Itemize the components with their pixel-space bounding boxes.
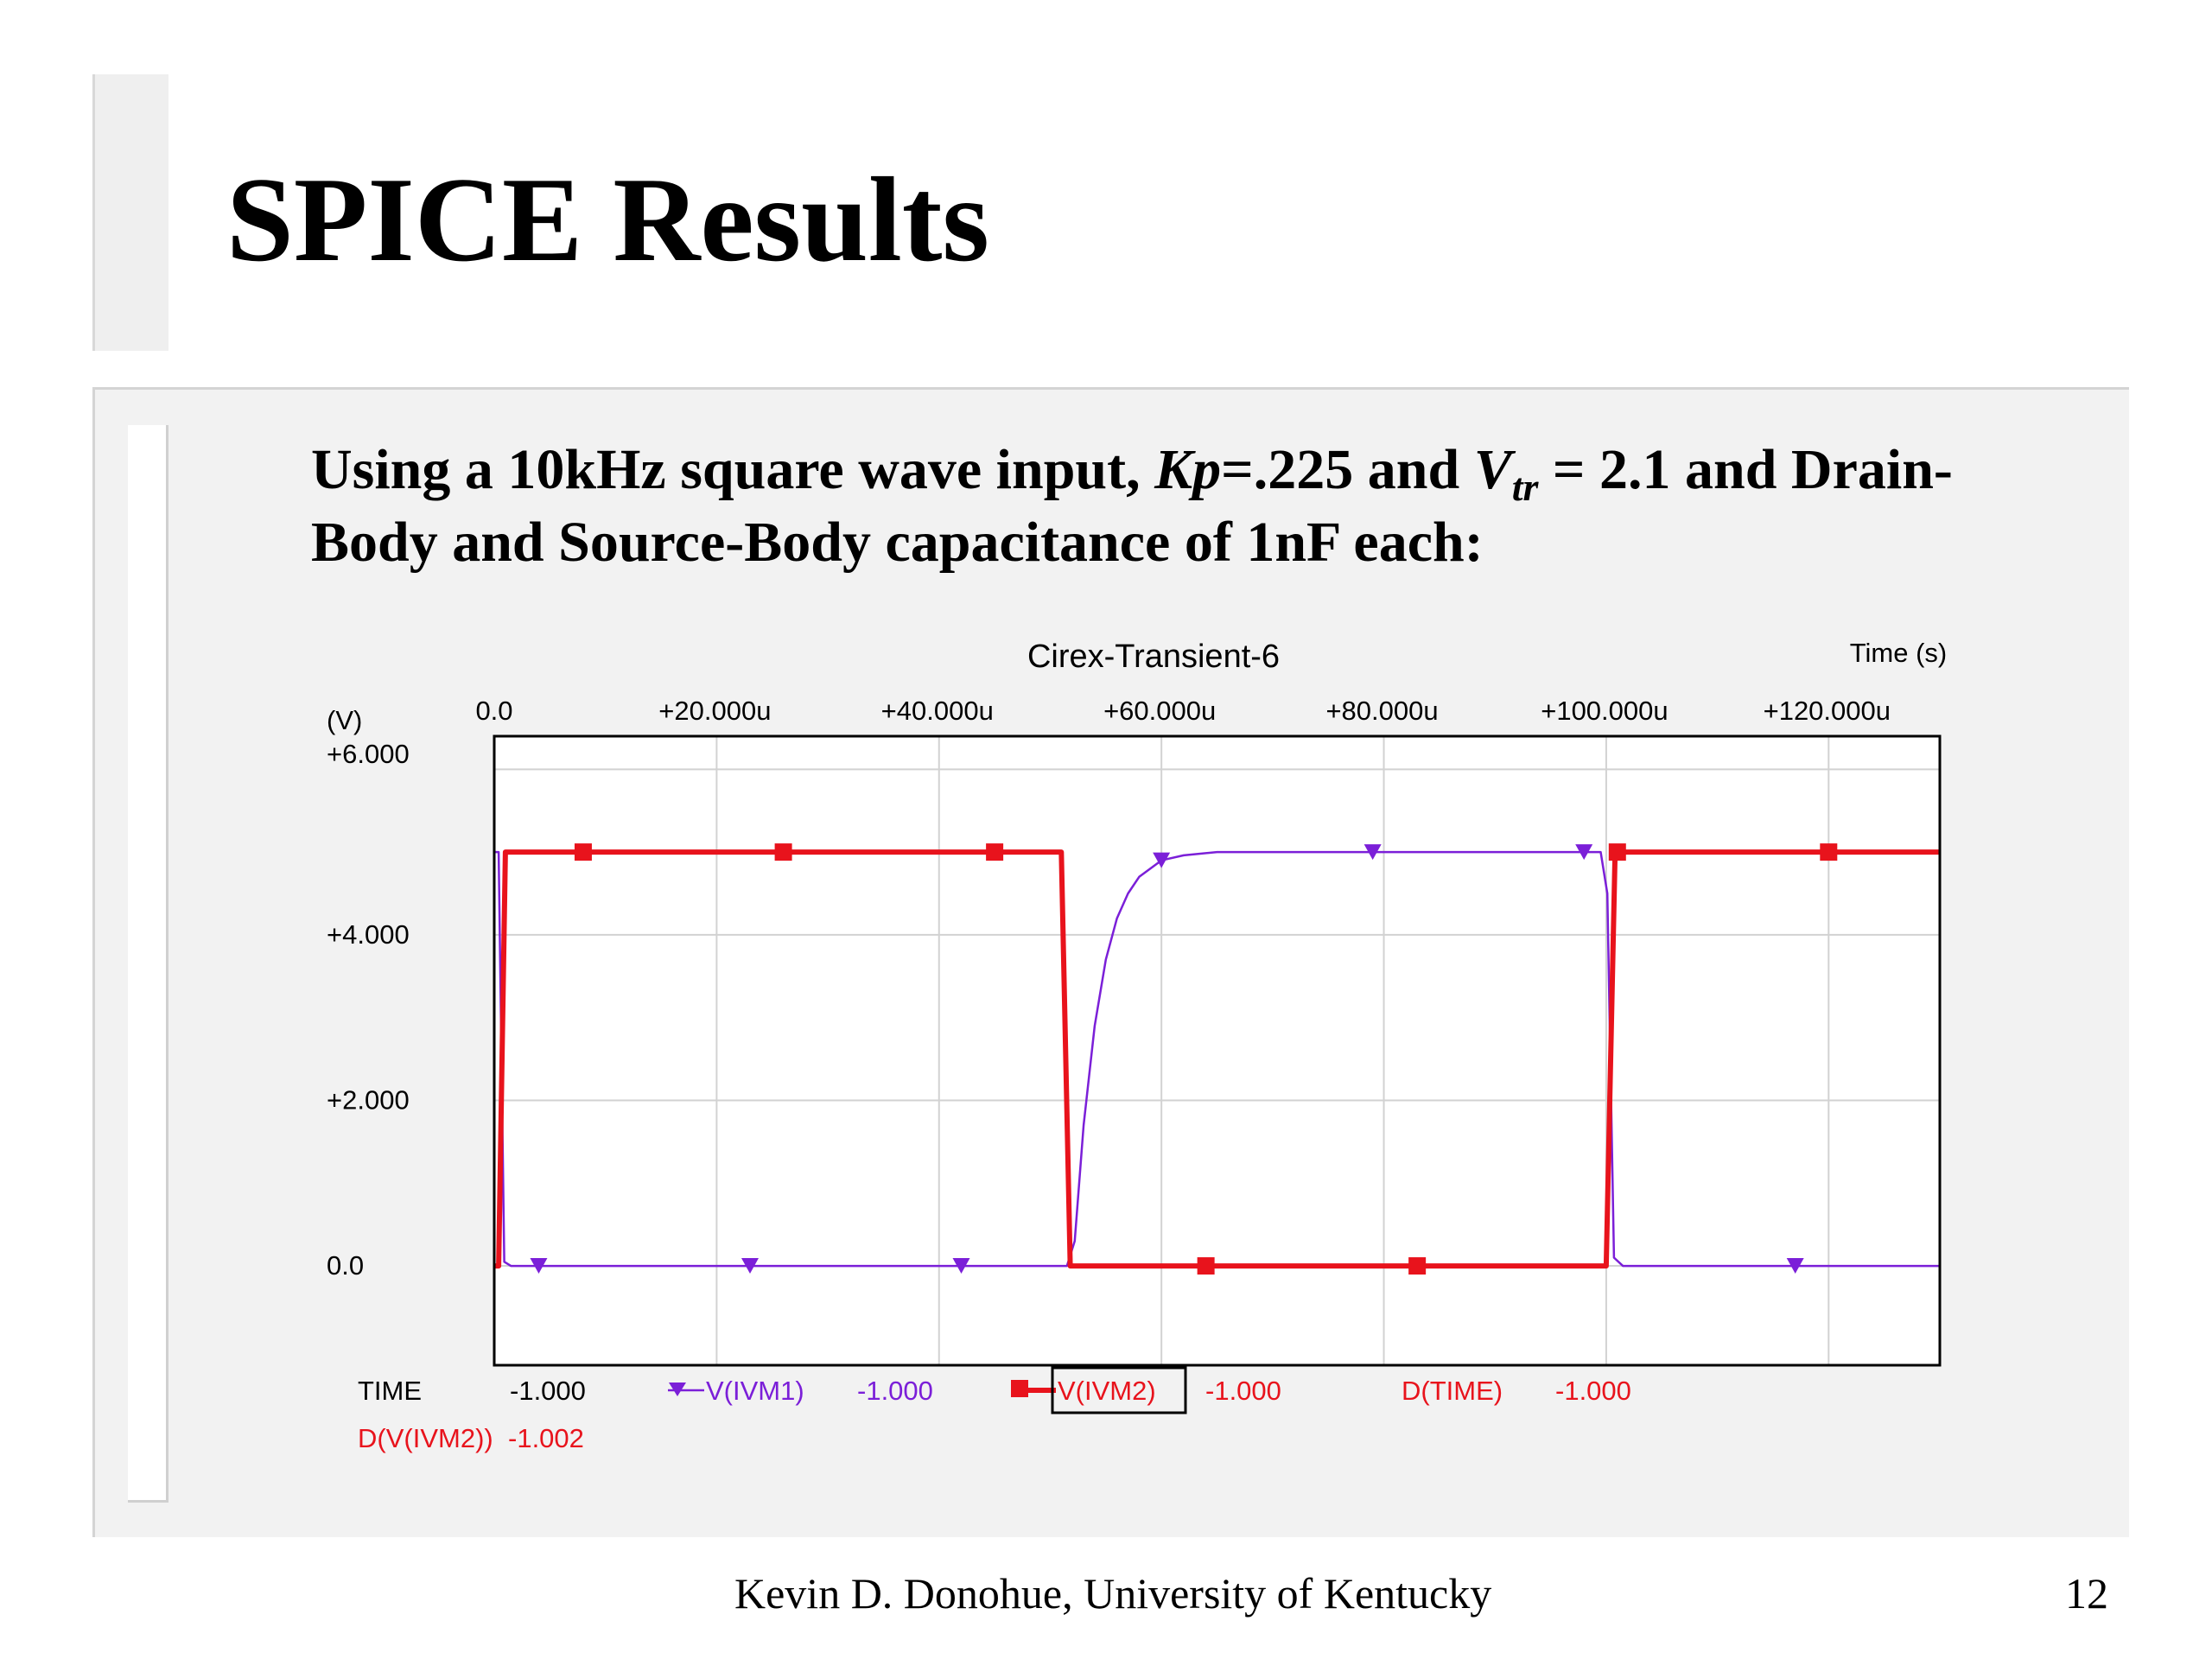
series-line-vivm2 <box>494 849 1940 1269</box>
y-axis-label: (V) <box>327 705 362 735</box>
vtr-subscript: tr <box>1511 465 1539 510</box>
legend-ivm2-label: V(IVM2) <box>1058 1376 1156 1406</box>
data-point-marker <box>986 843 1004 861</box>
legend-ivm1-value: -1.000 <box>857 1376 933 1406</box>
y-tick-label: 0.0 <box>327 1250 364 1281</box>
data-point-marker <box>1820 843 1838 861</box>
data-point-marker <box>1197 1257 1215 1275</box>
panel-accent-strip <box>128 425 168 1503</box>
data-point-marker <box>530 1258 548 1274</box>
x-axis-label: Time (s) <box>1850 638 1948 668</box>
data-point-marker <box>1608 843 1626 861</box>
plot-frame <box>493 734 1942 1367</box>
x-tick-label: +60.000u <box>1103 696 1216 726</box>
x-tick-label: +100.000u <box>1541 696 1668 726</box>
data-point-marker <box>741 1258 759 1274</box>
footer-credit: Kevin D. Donohue, University of Kentucky <box>734 1569 1492 1618</box>
slide-title: SPICE Results <box>226 153 989 287</box>
series-line-vivm1 <box>494 850 1940 1268</box>
legend-dvivm2-value: -1.002 <box>508 1423 584 1453</box>
x-tick-label: +80.000u <box>1325 696 1438 726</box>
y-tick-label: +6.000 <box>327 739 410 769</box>
legend-dvivm2-label: D(V(IVM2)) <box>358 1423 493 1453</box>
data-point-marker <box>1153 852 1171 868</box>
x-tick-label: +40.000u <box>881 696 994 726</box>
chart-title: Cirex-Transient-6 <box>1027 639 1280 675</box>
legend-ivm2-selection-box <box>1051 1366 1187 1414</box>
legend-ivm1-marker <box>669 1382 686 1396</box>
page-number: 12 <box>2065 1569 2108 1618</box>
data-point-marker <box>1575 844 1593 861</box>
data-point-marker <box>1408 1257 1427 1275</box>
legend-time-value: -1.000 <box>510 1376 586 1406</box>
bullet-part1: Using a 10kHz square wave input, <box>311 438 1155 501</box>
bullet-part2: =.225 and <box>1221 438 1474 501</box>
legend-ivm2-marker <box>1011 1380 1028 1397</box>
bullet-text: Using a 10kHz square wave input, Kp=.225… <box>311 434 2005 579</box>
x-tick-label: +120.000u <box>1764 696 1891 726</box>
vtr-symbol: V <box>1473 438 1512 501</box>
data-point-marker <box>774 843 792 861</box>
y-tick-label: +4.000 <box>327 919 410 950</box>
legend-dtime-value: -1.000 <box>1555 1376 1631 1406</box>
plot-area <box>494 736 1940 1365</box>
x-tick-label: 0.0 <box>475 696 512 726</box>
x-tick-label: +20.000u <box>658 696 771 726</box>
title-accent-bar <box>92 74 168 351</box>
bullet-part3: = 2.1 and Drain-Body and Source-Body cap… <box>311 438 1953 574</box>
legend-time-label: TIME <box>358 1376 422 1406</box>
data-point-marker <box>1786 1258 1804 1274</box>
legend-dtime-label: D(TIME) <box>1402 1376 1503 1406</box>
kp-symbol: Kp <box>1154 438 1222 501</box>
data-point-marker <box>574 843 592 861</box>
legend-ivm1-label: V(IVM1) <box>706 1376 804 1406</box>
data-point-marker <box>952 1258 970 1274</box>
legend-ivm2-value: -1.000 <box>1205 1376 1281 1406</box>
y-tick-label: +2.000 <box>327 1084 410 1115</box>
data-point-marker <box>1363 844 1382 861</box>
